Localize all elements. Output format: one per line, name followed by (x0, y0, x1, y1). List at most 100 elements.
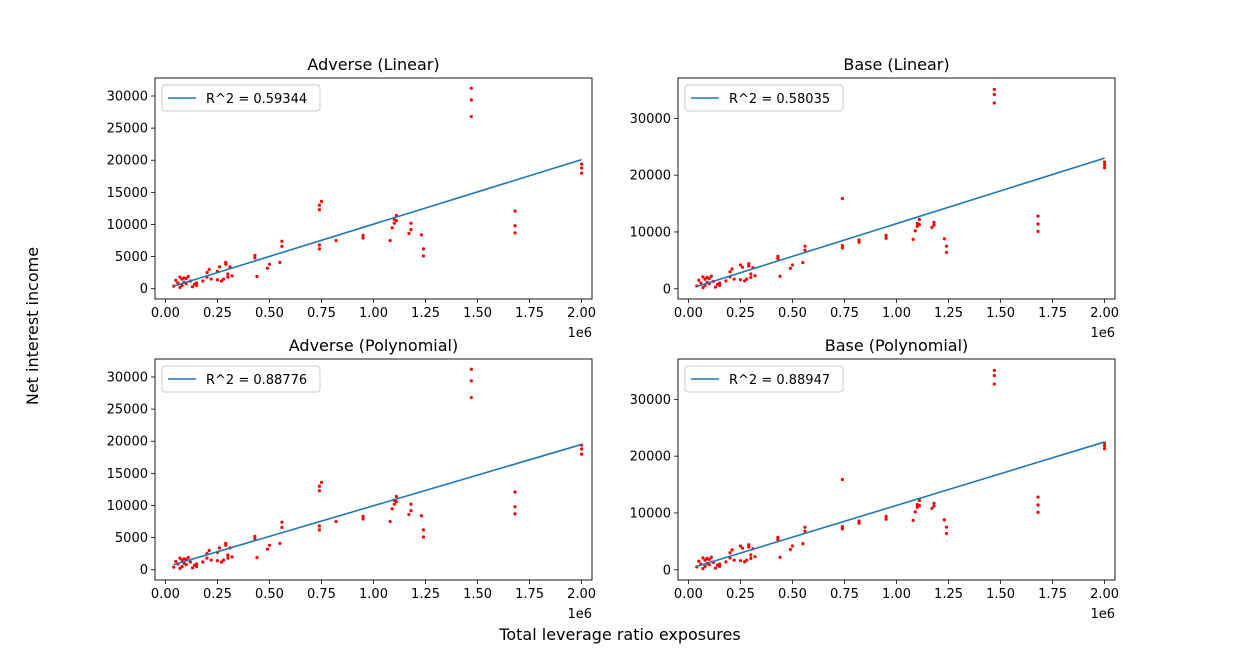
data-point (917, 217, 921, 222)
data-point (317, 208, 321, 212)
legend-box (684, 365, 844, 393)
x-tick-label: 0.75 (307, 306, 336, 321)
data-point (732, 558, 736, 562)
y-tick-label: 30000 (630, 112, 671, 127)
data-point (718, 283, 722, 287)
data-point (913, 510, 917, 514)
data-point (190, 285, 195, 289)
legend-label: R^2 = 0.59344 (206, 92, 307, 107)
data-point (407, 512, 411, 517)
data-point (932, 220, 936, 224)
data-point (317, 489, 321, 493)
data-point (205, 556, 209, 560)
data-point (388, 238, 392, 243)
x-tick-label: 2.00 (1090, 306, 1119, 321)
data-point (749, 272, 753, 276)
data-point (469, 98, 473, 102)
data-point (1036, 503, 1040, 507)
data-point (317, 247, 321, 251)
data-point (253, 256, 257, 260)
data-point (738, 544, 743, 548)
data-point (280, 525, 284, 529)
legend: R^2 = 0.58035 (684, 84, 844, 112)
x-tick-label: 0.50 (778, 306, 807, 321)
data-point (280, 239, 284, 243)
data-point (790, 544, 795, 548)
x-tick-label: 0.00 (151, 306, 180, 321)
legend: R^2 = 0.88776 (161, 365, 321, 393)
y-tick-label: 5000 (115, 250, 148, 265)
data-point (992, 382, 996, 386)
y-tick-label: 25000 (107, 403, 148, 418)
data-point (419, 233, 423, 237)
data-point (707, 276, 711, 281)
y-tick-label: 0 (140, 282, 148, 297)
data-point (421, 535, 426, 539)
data-point (857, 521, 861, 525)
data-point (178, 566, 182, 571)
data-point (278, 541, 282, 545)
data-point (778, 555, 782, 559)
data-point (803, 525, 807, 529)
data-point (317, 203, 321, 207)
x-tick-label: 0.00 (674, 306, 703, 321)
data-point (724, 560, 728, 564)
data-point (469, 395, 473, 400)
data-point (280, 520, 284, 524)
x-tick-label: 1.50 (463, 306, 492, 321)
data-point (917, 498, 921, 503)
data-point (707, 557, 711, 562)
data-point (707, 563, 711, 567)
data-point (207, 548, 211, 553)
data-point (718, 564, 722, 568)
data-point (409, 228, 413, 232)
data-point (701, 567, 705, 571)
data-point (201, 560, 205, 564)
data-point (701, 286, 705, 290)
x-tick-label: 1.50 (986, 306, 1015, 321)
axes-frame (154, 358, 593, 581)
data-point (226, 275, 230, 279)
data-point (230, 555, 234, 559)
data-point (334, 238, 338, 243)
x-tick-label: 1.25 (411, 306, 440, 321)
x-tick-label: 1.50 (463, 587, 492, 602)
data-point (513, 231, 517, 235)
x-tick-label: 1.75 (1038, 587, 1067, 602)
data-point (917, 222, 921, 227)
data-point (513, 209, 517, 213)
y-tick-label: 10000 (107, 218, 148, 233)
data-point (469, 379, 473, 383)
data-point (209, 277, 213, 281)
data-point (911, 237, 915, 241)
y-tick-label: 20000 (630, 169, 671, 184)
data-point (255, 555, 259, 560)
data-point (205, 271, 209, 275)
y-tick-label: 0 (663, 282, 671, 297)
data-point (730, 548, 734, 552)
y-tick-label: 10000 (630, 225, 671, 240)
data-point (801, 261, 805, 265)
y-tick-label: 5000 (115, 531, 148, 546)
subplot-title: Base (Linear) (843, 55, 949, 74)
x-tick-label: 1.00 (882, 306, 911, 321)
data-point (738, 278, 743, 282)
data-point (944, 525, 949, 529)
data-point (697, 278, 701, 282)
data-point (740, 265, 745, 269)
data-point (932, 504, 936, 508)
data-point (317, 243, 321, 247)
data-point (992, 92, 996, 97)
data-point (394, 500, 398, 504)
data-point (190, 566, 195, 570)
data-point (579, 171, 584, 175)
data-point (749, 556, 753, 561)
data-point (884, 514, 888, 518)
axes-frame (677, 358, 1116, 581)
data-point (215, 559, 220, 563)
x-tick-label: 0.75 (830, 306, 859, 321)
data-point (174, 278, 178, 282)
data-point (579, 447, 584, 451)
y-tick-label: 10000 (630, 506, 671, 521)
data-point (932, 223, 936, 227)
